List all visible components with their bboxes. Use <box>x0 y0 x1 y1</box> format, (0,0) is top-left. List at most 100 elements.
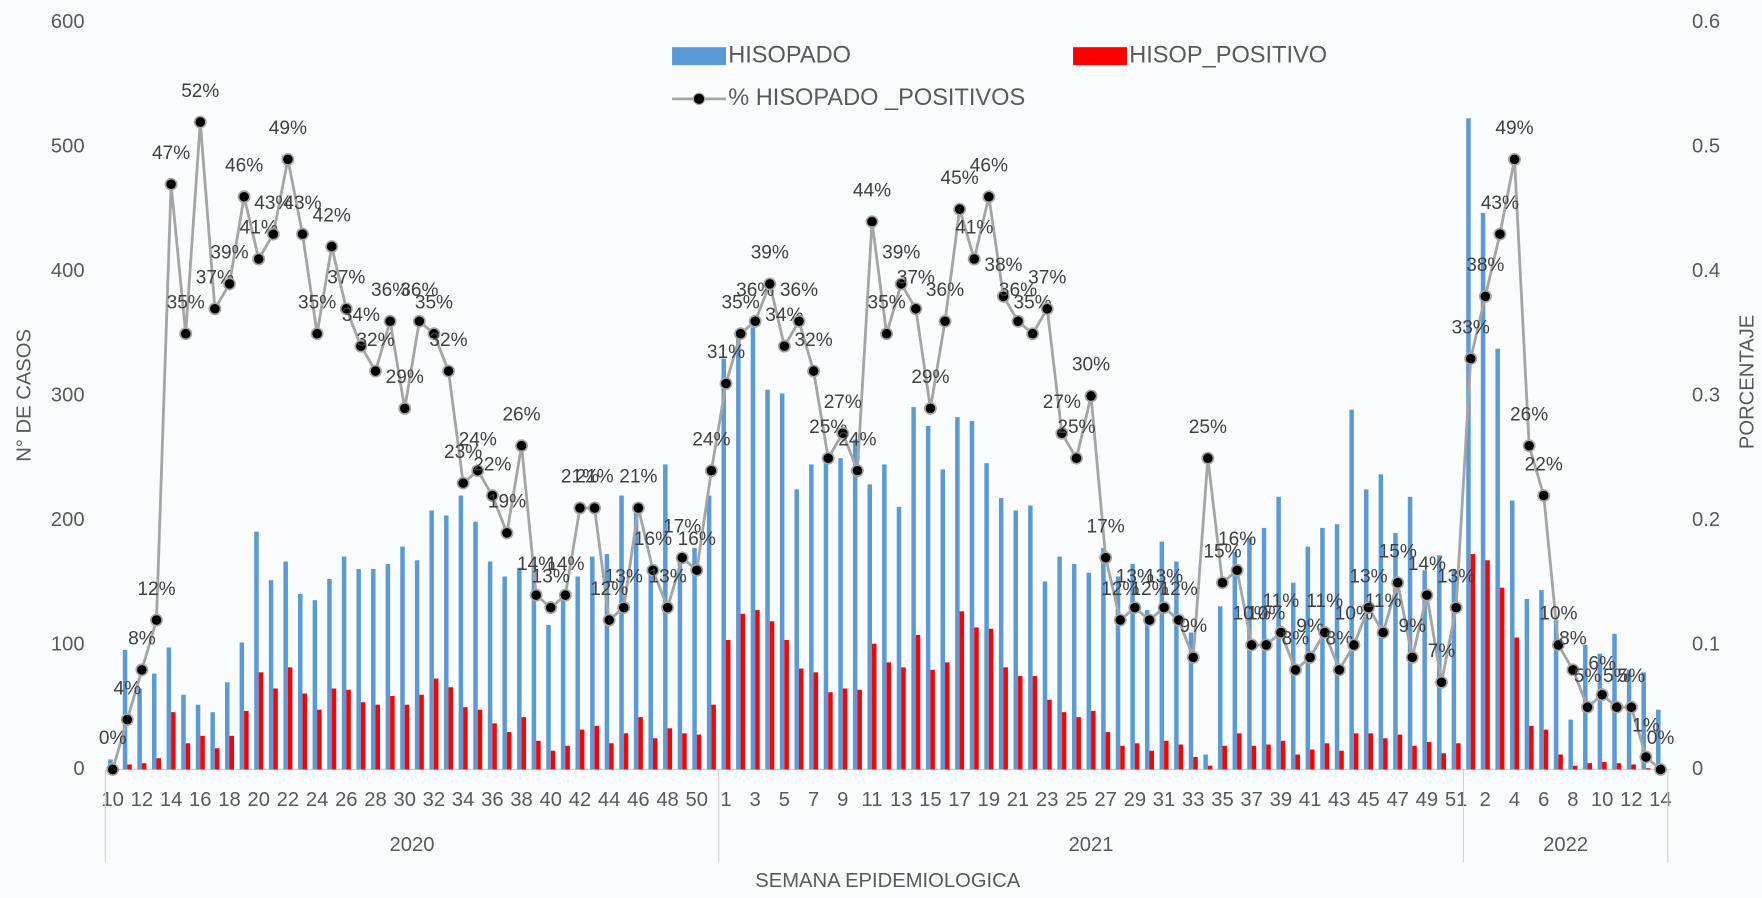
line-marker <box>573 501 587 515</box>
data-label: 4% <box>113 678 141 699</box>
x-tick-label: 39 <box>1270 789 1292 811</box>
bar <box>579 729 585 770</box>
data-label: 24% <box>459 429 497 450</box>
data-label: 35% <box>868 292 906 313</box>
bar <box>371 569 376 770</box>
bar <box>1616 763 1622 770</box>
bar <box>156 758 161 770</box>
bar <box>1524 598 1530 770</box>
bar <box>414 560 420 770</box>
line-marker <box>661 601 675 615</box>
bar <box>945 662 950 770</box>
bar <box>1470 554 1476 770</box>
data-label: 39% <box>210 243 248 264</box>
line-marker <box>967 252 981 266</box>
bar <box>1426 742 1432 770</box>
bar <box>1499 587 1505 770</box>
x-tick-label: 5 <box>779 789 790 811</box>
x-tick-label: 18 <box>218 789 240 811</box>
x-tick-label: 12 <box>1620 789 1642 811</box>
data-label: 8% <box>1559 629 1587 650</box>
x-tick-label: 25 <box>1065 789 1087 811</box>
bar <box>750 327 756 770</box>
bar <box>502 576 507 770</box>
bar <box>1164 740 1169 770</box>
bar <box>1495 348 1500 770</box>
bar <box>239 642 245 770</box>
bar <box>1071 564 1077 770</box>
bar <box>1466 118 1471 770</box>
bar <box>575 576 580 770</box>
x-tick-label: 43 <box>1328 789 1350 811</box>
x-axis-title: SEMANA EPIDEMIOLOGICA <box>755 870 1020 892</box>
data-label: 11% <box>1306 591 1343 612</box>
data-label: 23% <box>444 442 482 463</box>
bar <box>448 687 454 770</box>
line-marker <box>1420 588 1434 602</box>
data-label: 24% <box>838 429 876 450</box>
bar <box>473 521 478 770</box>
line-marker <box>1405 650 1419 664</box>
bar <box>517 567 522 770</box>
line-marker <box>1040 302 1054 316</box>
x-tick-label: 41 <box>1299 789 1321 811</box>
x-tick-label: 19 <box>978 789 1000 811</box>
bar <box>682 733 687 770</box>
bar <box>195 704 201 770</box>
y2-tick-label: 0.1 <box>1692 633 1720 655</box>
data-label: 12% <box>1130 579 1168 600</box>
bar <box>915 634 921 770</box>
bar <box>122 649 128 770</box>
bar <box>1553 620 1559 770</box>
bar <box>1115 576 1121 770</box>
x-tick-label: 50 <box>686 789 708 811</box>
x-tick-label: 6 <box>1538 789 1549 811</box>
bar <box>594 725 600 770</box>
x-tick-label: 49 <box>1416 789 1438 811</box>
y2-tick-label: 0.6 <box>1692 11 1720 33</box>
bar <box>988 628 994 770</box>
bar <box>823 460 829 770</box>
bar <box>1174 561 1179 770</box>
data-label: 35% <box>298 292 336 313</box>
data-label: 31% <box>707 342 745 363</box>
data-label: 43% <box>283 193 321 214</box>
line-marker <box>1332 663 1346 677</box>
x-tick-label: 2 <box>1480 789 1491 811</box>
bar <box>1441 753 1447 770</box>
bar <box>1003 667 1008 770</box>
bar <box>565 745 570 770</box>
line-marker <box>485 489 499 503</box>
bar <box>477 709 483 770</box>
bar <box>1324 743 1330 770</box>
line-marker <box>588 501 602 515</box>
bar <box>463 707 468 770</box>
bar <box>652 738 658 770</box>
x-tick-label: 33 <box>1182 789 1204 811</box>
data-label: 13% <box>648 566 686 587</box>
x-tick-label: 3 <box>750 789 761 811</box>
x-tick-label: 20 <box>247 789 269 811</box>
bar <box>1280 740 1286 770</box>
bar <box>458 495 464 770</box>
line-marker <box>266 227 280 241</box>
y-tick-label: 600 <box>51 11 85 33</box>
x-tick-label: 23 <box>1036 789 1058 811</box>
line-marker <box>223 277 236 291</box>
bar <box>959 611 965 770</box>
line-marker <box>748 314 762 328</box>
bar <box>1217 606 1223 770</box>
bar <box>692 547 697 770</box>
bar <box>360 702 366 770</box>
bar <box>1178 744 1184 770</box>
line-marker <box>602 613 616 627</box>
x-tick-label: 42 <box>569 789 591 811</box>
line-marker <box>1624 700 1638 714</box>
data-label: 35% <box>167 292 205 313</box>
data-label: 16% <box>1218 529 1256 550</box>
bar <box>1514 637 1520 770</box>
bar <box>1558 754 1563 770</box>
bar <box>444 515 449 770</box>
line-marker <box>1245 638 1259 652</box>
data-label: 39% <box>751 243 789 264</box>
